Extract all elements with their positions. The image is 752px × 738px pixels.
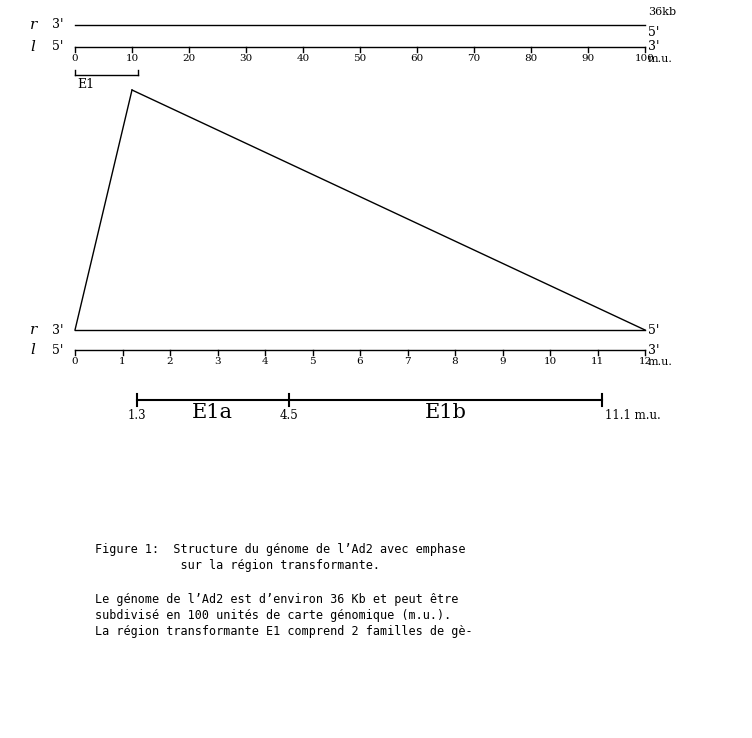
Text: 5: 5 — [309, 357, 316, 366]
Text: 5': 5' — [648, 26, 660, 39]
Text: 3': 3' — [648, 41, 660, 53]
Text: m.u.: m.u. — [648, 357, 673, 367]
Text: Figure 1:  Structure du génome de l’Ad2 avec emphase: Figure 1: Structure du génome de l’Ad2 a… — [95, 543, 465, 556]
Text: 5': 5' — [52, 41, 63, 53]
Text: 4: 4 — [262, 357, 268, 366]
Text: 9: 9 — [499, 357, 506, 366]
Text: 100: 100 — [635, 54, 655, 63]
Text: m.u.: m.u. — [648, 54, 673, 64]
Text: subdivisé en 100 unités de carte génomique (m.u.).: subdivisé en 100 unités de carte génomiq… — [95, 609, 451, 622]
Text: La région transformante E1 comprend 2 familles de gè-: La région transformante E1 comprend 2 fa… — [95, 625, 472, 638]
Text: l: l — [30, 40, 35, 54]
Text: 0: 0 — [71, 357, 78, 366]
Text: 4.5: 4.5 — [280, 409, 298, 422]
Text: E1b: E1b — [425, 403, 466, 422]
Text: 1: 1 — [119, 357, 126, 366]
Text: 3': 3' — [52, 323, 63, 337]
Text: 11: 11 — [591, 357, 604, 366]
Text: 3': 3' — [52, 18, 63, 32]
Text: 0: 0 — [71, 54, 78, 63]
Text: 10: 10 — [126, 54, 138, 63]
Text: E1a: E1a — [193, 403, 233, 422]
Text: Le génome de l’Ad2 est d’environ 36 Kb et peut être: Le génome de l’Ad2 est d’environ 36 Kb e… — [95, 593, 459, 606]
Text: sur la région transformante.: sur la région transformante. — [95, 559, 380, 572]
Text: 1.3: 1.3 — [127, 409, 146, 422]
Text: 30: 30 — [239, 54, 253, 63]
Text: 11.1 m.u.: 11.1 m.u. — [605, 409, 661, 422]
Text: 10: 10 — [544, 357, 556, 366]
Text: 50: 50 — [353, 54, 367, 63]
Text: 36kb: 36kb — [648, 7, 676, 17]
Text: 5': 5' — [648, 323, 660, 337]
Text: 40: 40 — [296, 54, 310, 63]
Text: 12: 12 — [638, 357, 652, 366]
Text: 6: 6 — [356, 357, 363, 366]
Text: 2: 2 — [167, 357, 173, 366]
Text: 7: 7 — [404, 357, 411, 366]
Text: r: r — [30, 18, 38, 32]
Text: 70: 70 — [468, 54, 481, 63]
Text: r: r — [30, 323, 38, 337]
Text: 90: 90 — [581, 54, 595, 63]
Text: 60: 60 — [411, 54, 423, 63]
Text: 20: 20 — [183, 54, 196, 63]
Text: 3': 3' — [648, 343, 660, 356]
Text: l: l — [30, 343, 35, 357]
Text: 80: 80 — [524, 54, 538, 63]
Text: 8: 8 — [452, 357, 458, 366]
Text: 5': 5' — [52, 343, 63, 356]
Text: 3: 3 — [214, 357, 221, 366]
Text: E1: E1 — [77, 78, 94, 91]
